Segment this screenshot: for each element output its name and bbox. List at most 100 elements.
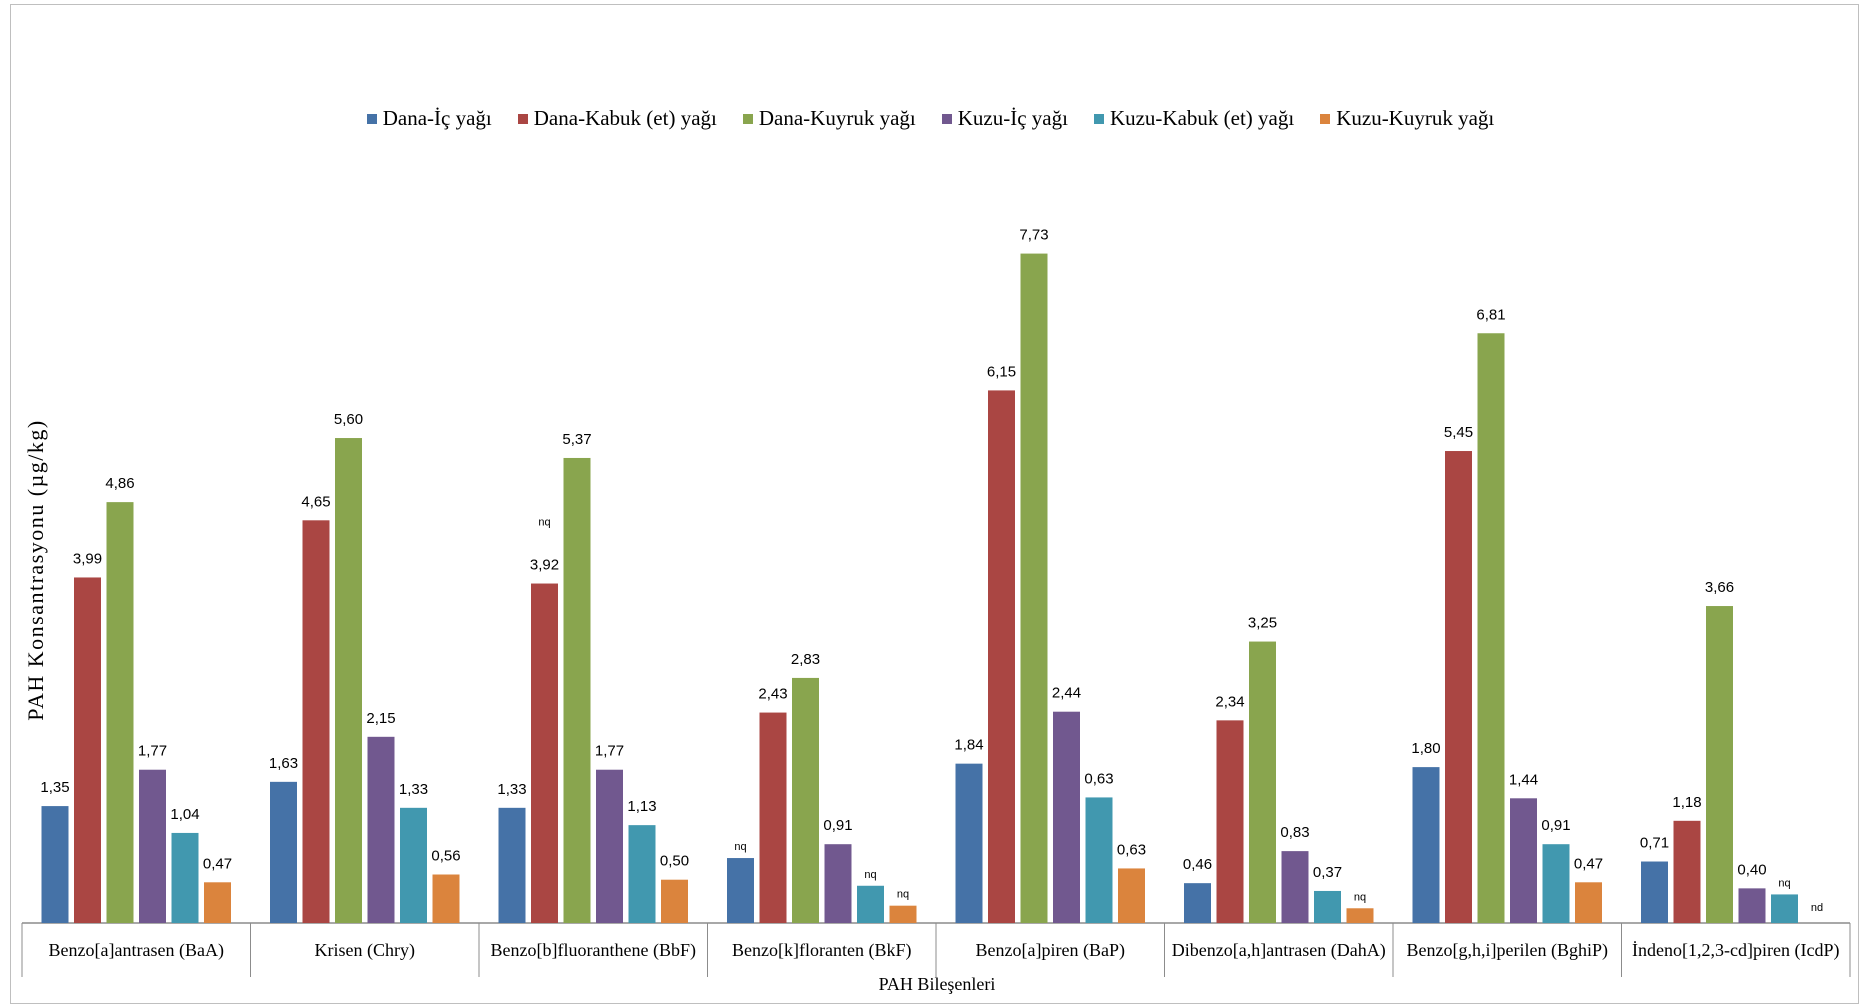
data-label: 1,33 xyxy=(399,781,428,798)
legend-item: Dana-Kabuk (et) yağı xyxy=(517,106,717,131)
x-tick-label: Dibenzo[a,h]antrasen (DahA) xyxy=(1172,940,1386,961)
bar xyxy=(106,502,134,923)
bar xyxy=(1412,767,1440,923)
bar xyxy=(1641,861,1668,923)
bar xyxy=(270,781,297,923)
data-label: 1,77 xyxy=(595,743,624,760)
data-label: 0,40 xyxy=(1737,861,1766,878)
bar xyxy=(1216,720,1244,923)
data-label: 1,13 xyxy=(627,798,656,815)
data-label: 5,45 xyxy=(1444,424,1473,441)
data-label: 4,65 xyxy=(301,493,330,510)
bar xyxy=(1771,894,1798,923)
bar xyxy=(759,712,787,923)
bar xyxy=(596,769,623,923)
data-label: nd xyxy=(1811,902,1823,914)
bar xyxy=(41,806,69,923)
annotation-label: nq xyxy=(538,517,550,529)
data-label: 1,35 xyxy=(40,779,69,796)
legend-swatch xyxy=(941,113,952,124)
data-label: 0,83 xyxy=(1280,824,1309,841)
bar xyxy=(1281,851,1309,923)
legend-swatch xyxy=(1320,113,1331,124)
bar xyxy=(628,825,656,923)
data-label: 0,37 xyxy=(1313,864,1342,881)
bar xyxy=(1085,797,1113,923)
bar xyxy=(367,736,395,923)
legend-swatch xyxy=(517,113,528,124)
data-label: 1,04 xyxy=(170,806,199,823)
data-label: 5,60 xyxy=(334,411,363,428)
bar xyxy=(1738,888,1766,923)
legend-swatch xyxy=(366,113,377,124)
bar xyxy=(988,390,1015,923)
x-tick-label: Krisen (Chry) xyxy=(315,940,415,961)
bar xyxy=(432,874,460,923)
bar xyxy=(1445,451,1472,923)
data-label: 1,44 xyxy=(1509,771,1538,788)
bar xyxy=(1118,868,1145,923)
data-label: 0,46 xyxy=(1183,856,1212,873)
bar xyxy=(1053,711,1080,923)
bar xyxy=(727,858,754,923)
bar xyxy=(1477,333,1505,923)
legend-item: Kuzu-Kuyruk yağı xyxy=(1320,106,1494,131)
data-label: 2,34 xyxy=(1215,693,1244,710)
data-label: 0,91 xyxy=(823,817,852,834)
x-axis-label: PAH Bileşenleri xyxy=(878,974,996,994)
data-label: 7,73 xyxy=(1019,227,1048,244)
x-tick-label: İndeno[1,2,3-cd]piren (IcdP) xyxy=(1632,940,1839,961)
legend-label: Kuzu-İç yağı xyxy=(957,106,1068,130)
data-label: 0,47 xyxy=(203,855,232,872)
legend-swatch xyxy=(742,113,753,124)
data-label: nq xyxy=(734,841,746,853)
data-label: nq xyxy=(864,869,876,881)
legend-item: Dana-İç yağı xyxy=(366,106,492,131)
legend: Dana-İç yağı Dana-Kabuk (et) yağı Dana-Kuy… xyxy=(0,106,1861,131)
data-label: 6,81 xyxy=(1476,306,1505,323)
data-label: 1,84 xyxy=(954,737,983,754)
bar xyxy=(400,807,427,923)
bar xyxy=(792,677,819,923)
bar xyxy=(661,879,688,923)
bar xyxy=(1184,883,1211,923)
data-label: 0,50 xyxy=(660,853,689,870)
bar xyxy=(139,769,166,923)
data-label: 2,43 xyxy=(758,686,787,703)
bar xyxy=(1542,844,1570,923)
bar xyxy=(1020,253,1048,923)
legend-label: Dana-Kabuk (et) yağı xyxy=(533,106,717,130)
data-label: 0,71 xyxy=(1640,835,1669,852)
data-label: 2,15 xyxy=(366,710,395,727)
data-label: 5,37 xyxy=(562,431,591,448)
data-label: 1,63 xyxy=(269,755,298,772)
data-label: nq xyxy=(1354,891,1366,903)
data-label: nq xyxy=(1778,877,1790,889)
data-label: 3,25 xyxy=(1248,615,1277,632)
bar xyxy=(1673,820,1701,923)
data-label: nq xyxy=(897,889,909,901)
x-tick-label: Benzo[a]piren (BaP) xyxy=(976,940,1125,961)
x-tick-label: Benzo[b]fluoranthene (BbF) xyxy=(491,940,696,961)
legend-item: Dana-Kuyruk yağı xyxy=(742,106,916,131)
bar xyxy=(857,885,884,923)
bar xyxy=(1314,890,1341,923)
legend-label: Dana-Kuyruk yağı xyxy=(758,106,916,130)
chart-frame xyxy=(10,4,1859,1004)
legend-item: Kuzu-Kabuk (et) yağı xyxy=(1093,106,1294,131)
data-label: 1,77 xyxy=(138,743,167,760)
bar xyxy=(1346,908,1374,923)
data-label: 2,83 xyxy=(791,651,820,668)
data-label: 0,91 xyxy=(1541,817,1570,834)
data-label: 0,63 xyxy=(1117,841,1146,858)
x-tick-label: Benzo[k]floranten (BkF) xyxy=(732,940,911,961)
legend-label: Dana-İç yağı xyxy=(382,106,492,130)
data-label: 1,33 xyxy=(497,781,526,798)
data-label: 1,80 xyxy=(1411,740,1440,757)
data-label: 0,47 xyxy=(1574,855,1603,872)
bar xyxy=(531,583,558,923)
bar xyxy=(204,882,231,923)
x-tick-label: Benzo[a]antrasen (BaA) xyxy=(49,940,224,961)
data-label: 6,15 xyxy=(987,363,1016,380)
